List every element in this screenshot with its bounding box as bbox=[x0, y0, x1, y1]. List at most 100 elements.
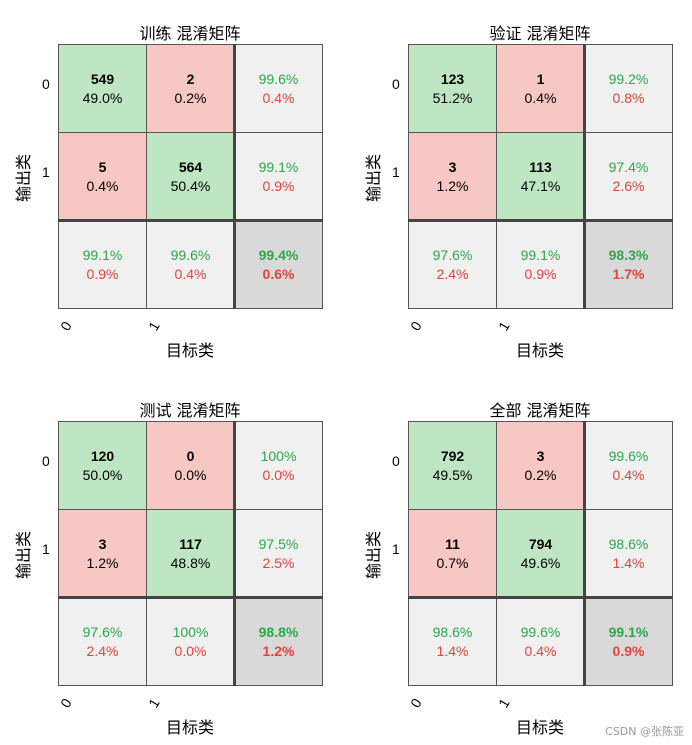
error-cell: 0 0.0% bbox=[146, 421, 235, 510]
y-tick-label: 1 bbox=[42, 541, 50, 557]
y-tick-label: 1 bbox=[42, 164, 50, 180]
y-tick-label: 0 bbox=[392, 453, 400, 469]
cell-percent: 1.2% bbox=[86, 554, 119, 571]
summary-cell: 100% 0.0% bbox=[234, 421, 323, 510]
cell-count: 11 bbox=[445, 535, 460, 552]
matrix-grid: 120 50.0% 0 0.0% 100% 0.0% 3 1.2% 117 48.8% 97.5% 2… bbox=[58, 421, 323, 686]
cell-error-rate: 0.4% bbox=[612, 466, 645, 483]
cell-error-rate: 1.2% bbox=[262, 642, 295, 659]
overall-accuracy-cell: 98.8% 1.2% bbox=[234, 597, 323, 686]
cell-count: 3 bbox=[536, 447, 545, 464]
cell-percent: 50.4% bbox=[170, 177, 211, 194]
correct-cell: 549 49.0% bbox=[58, 44, 147, 133]
x-axis-label: 目标类 bbox=[515, 341, 564, 360]
confusion-matrix-panel: 验证 混淆矩阵 123 51.2% 1 0.4% 99.2% 0.8% 3 1.2% 113 47.… bbox=[364, 20, 673, 360]
cell-accuracy: 99.1% bbox=[520, 246, 561, 263]
summary-cell: 97.5% 2.5% bbox=[234, 509, 323, 598]
x-tick-label: 0 bbox=[407, 695, 425, 711]
cell-accuracy: 99.6% bbox=[258, 70, 299, 87]
cell-error-rate: 0.4% bbox=[524, 642, 557, 659]
cell-error-rate: 0.4% bbox=[174, 265, 207, 282]
confusion-matrix-panel: 全部 混淆矩阵 792 49.5% 3 0.2% 99.6% 0.4% 11 0.7% 794 49… bbox=[364, 397, 673, 737]
error-cell: 11 0.7% bbox=[408, 509, 497, 598]
confusion-matrix-panel: 训练 混淆矩阵 549 49.0% 2 0.2% 99.6% 0.4% 5 0.4% 564 50.… bbox=[14, 20, 323, 360]
y-tick-label: 0 bbox=[42, 453, 50, 469]
cell-count: 113 bbox=[529, 158, 552, 175]
cell-accuracy: 99.1% bbox=[82, 246, 123, 263]
correct-cell: 117 48.8% bbox=[146, 509, 235, 598]
correct-cell: 120 50.0% bbox=[58, 421, 147, 510]
summary-cell: 99.2% 0.8% bbox=[584, 44, 673, 133]
cell-count: 117 bbox=[179, 535, 202, 552]
cell-accuracy: 100% bbox=[260, 447, 297, 464]
summary-divider bbox=[233, 421, 236, 686]
chart-title: 测试 混淆矩阵 bbox=[139, 401, 241, 420]
cell-percent: 0.2% bbox=[174, 89, 207, 106]
summary-cell: 97.6% 2.4% bbox=[408, 220, 497, 309]
matrix-grid: 123 51.2% 1 0.4% 99.2% 0.8% 3 1.2% 113 47.1% 97.4%… bbox=[408, 44, 673, 309]
cell-percent: 0.4% bbox=[86, 177, 119, 194]
cell-error-rate: 2.4% bbox=[436, 265, 469, 282]
cell-accuracy: 98.3% bbox=[608, 246, 649, 263]
matrix-grid: 549 49.0% 2 0.2% 99.6% 0.4% 5 0.4% 564 50.4% 99.1%… bbox=[58, 44, 323, 309]
y-axis-label: 输出类 bbox=[364, 153, 384, 203]
cell-error-rate: 1.4% bbox=[612, 554, 645, 571]
cell-accuracy: 99.1% bbox=[608, 623, 649, 640]
summary-cell: 99.6% 0.4% bbox=[234, 44, 323, 133]
cell-count: 120 bbox=[90, 447, 115, 464]
cell-accuracy: 99.2% bbox=[608, 70, 649, 87]
cell-percent: 47.1% bbox=[520, 177, 561, 194]
error-cell: 5 0.4% bbox=[58, 132, 147, 221]
overall-accuracy-cell: 99.4% 0.6% bbox=[234, 220, 323, 309]
error-cell: 1 0.4% bbox=[496, 44, 585, 133]
y-axis-label: 输出类 bbox=[14, 153, 34, 203]
cell-count: 3 bbox=[98, 535, 107, 552]
cell-error-rate: 0.9% bbox=[262, 177, 295, 194]
summary-divider bbox=[408, 596, 673, 599]
summary-cell: 99.6% 0.4% bbox=[496, 597, 585, 686]
cell-count: 123 bbox=[440, 70, 465, 87]
cell-percent: 0.4% bbox=[524, 89, 557, 106]
cell-accuracy: 98.6% bbox=[432, 623, 473, 640]
cell-error-rate: 2.6% bbox=[612, 177, 645, 194]
summary-divider bbox=[58, 219, 323, 222]
x-tick-label: 1 bbox=[495, 695, 513, 711]
cell-accuracy: 97.6% bbox=[432, 246, 473, 263]
cell-count: 792 bbox=[440, 447, 465, 464]
y-tick-label: 1 bbox=[392, 541, 400, 557]
cell-percent: 1.2% bbox=[436, 177, 469, 194]
summary-divider bbox=[58, 596, 323, 599]
y-tick-label: 0 bbox=[42, 76, 50, 92]
y-tick-label: 0 bbox=[392, 76, 400, 92]
cell-error-rate: 0.9% bbox=[612, 642, 645, 659]
y-axis-label: 输出类 bbox=[364, 530, 384, 580]
summary-cell: 97.4% 2.6% bbox=[584, 132, 673, 221]
cell-count: 0 bbox=[186, 447, 195, 464]
summary-divider bbox=[233, 44, 236, 309]
cell-percent: 51.2% bbox=[432, 89, 473, 106]
summary-cell: 99.1% 0.9% bbox=[58, 220, 147, 309]
cell-percent: 0.2% bbox=[524, 466, 557, 483]
summary-cell: 98.6% 1.4% bbox=[408, 597, 497, 686]
cell-count: 549 bbox=[90, 70, 115, 87]
cell-count: 1 bbox=[536, 70, 545, 87]
summary-cell: 99.1% 0.9% bbox=[234, 132, 323, 221]
summary-cell: 99.6% 0.4% bbox=[146, 220, 235, 309]
error-cell: 3 0.2% bbox=[496, 421, 585, 510]
cell-accuracy: 97.6% bbox=[82, 623, 123, 640]
correct-cell: 113 47.1% bbox=[496, 132, 585, 221]
cell-percent: 0.0% bbox=[174, 466, 207, 483]
cell-count: 5 bbox=[98, 158, 107, 175]
summary-cell: 97.6% 2.4% bbox=[58, 597, 147, 686]
summary-cell: 100% 0.0% bbox=[146, 597, 235, 686]
x-tick-label: 0 bbox=[57, 318, 75, 334]
x-tick-label: 0 bbox=[57, 695, 75, 711]
cell-error-rate: 0.9% bbox=[524, 265, 557, 282]
cell-accuracy: 98.6% bbox=[608, 535, 649, 552]
x-tick-label: 1 bbox=[495, 318, 513, 334]
cell-error-rate: 0.0% bbox=[262, 466, 295, 483]
cell-count: 564 bbox=[178, 158, 203, 175]
chart-title: 全部 混淆矩阵 bbox=[489, 401, 591, 420]
error-cell: 2 0.2% bbox=[146, 44, 235, 133]
cell-count: 2 bbox=[186, 70, 195, 87]
